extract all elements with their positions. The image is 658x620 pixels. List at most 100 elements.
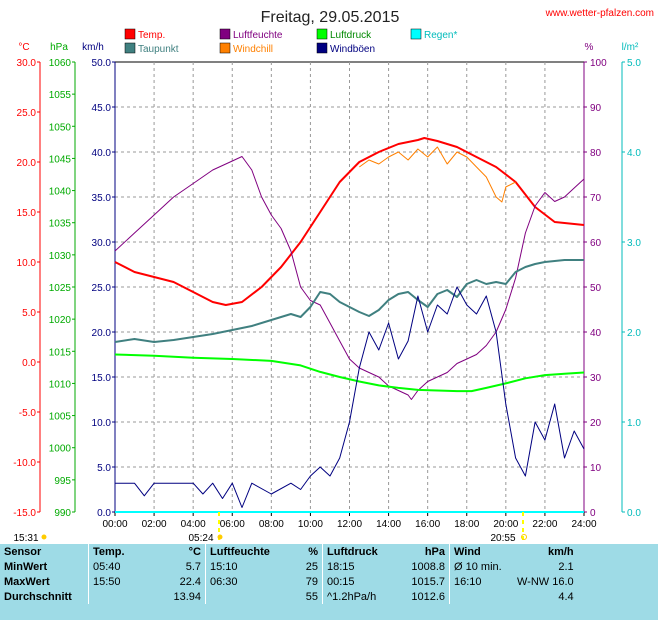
- statistics-panel: Sensor Temp. °C Luftfeuchte % Luftdruck …: [0, 544, 658, 620]
- legend-swatch: [410, 28, 422, 40]
- humidity-unit: %: [585, 42, 594, 53]
- temp-tick-label: 25.0: [17, 108, 37, 119]
- legend-swatch: [316, 42, 328, 54]
- source-link[interactable]: www.wetter-pfalzen.com: [545, 8, 654, 19]
- sunrise-label: 05:24: [188, 533, 213, 544]
- table-header-row: Sensor Temp. °C Luftfeuchte % Luftdruck …: [0, 544, 578, 559]
- pressure-time: ^1.2hPa/h: [322, 589, 401, 604]
- x-tick-label: 24:00: [571, 519, 596, 530]
- rain-unit: l/m²: [622, 42, 639, 53]
- temp-time: 05:40: [88, 559, 167, 574]
- legend-label: Taupunkt: [138, 44, 179, 55]
- pressure-tick-label: 1060: [49, 58, 72, 69]
- header-temp: Temp.: [88, 544, 167, 559]
- wind-tick-label: 50.0: [92, 58, 112, 69]
- x-tick-label: 14:00: [376, 519, 401, 530]
- temp-tick-label: -15.0: [13, 508, 36, 519]
- temp-value: 5.7: [185, 560, 201, 573]
- wind-tick-label: 45.0: [92, 103, 112, 114]
- pressure-tick-label: 1000: [49, 444, 72, 455]
- weather-chart: Freitag, 29.05.2015 www.wetter-pfalzen.c…: [13, 8, 654, 544]
- legend-label: Luftdruck: [330, 30, 372, 41]
- pressure-tick-label: 1020: [49, 315, 72, 326]
- legend-label: Windchill: [233, 44, 273, 55]
- header-sensor: Sensor: [4, 545, 42, 558]
- wind-unit: km/h: [82, 42, 104, 53]
- pressure-value: 1012.6: [411, 590, 445, 603]
- x-tick-label: 16:00: [415, 519, 440, 530]
- humidity-value: 79: [305, 575, 318, 588]
- header-pressure-unit: hPa: [424, 545, 445, 558]
- legend-swatch: [124, 42, 136, 54]
- rain-tick-label: 3.0: [627, 238, 641, 249]
- header-pressure: Luftdruck: [322, 544, 401, 559]
- temp-tick-label: 5.0: [22, 308, 36, 319]
- rain-tick-label: 1.0: [627, 418, 641, 429]
- wind-value: 4.4: [558, 590, 574, 603]
- temp-tick-label: 20.0: [17, 158, 37, 169]
- legend-label: Windböen: [330, 44, 375, 55]
- pressure-unit: hPa: [50, 42, 68, 53]
- pressure-tick-label: 995: [54, 476, 71, 487]
- humidity-tick-label: 90: [590, 103, 602, 114]
- pressure-tick-label: 1050: [49, 122, 72, 133]
- humidity-value: 55: [305, 590, 318, 603]
- sunset-marker: 20:55: [490, 512, 527, 544]
- legend-swatch: [124, 28, 136, 40]
- wind-time: 16:10: [449, 574, 513, 589]
- moon-marker-icon: [41, 534, 47, 540]
- row-label: MaxWert: [4, 575, 50, 588]
- table-row: MinWert 05:40 5.7 15:10 25 18:15 1008.8 …: [0, 559, 578, 574]
- pressure-value: 1015.7: [411, 575, 445, 588]
- humidity-tick-label: 20: [590, 418, 602, 429]
- pressure-tick-label: 1005: [49, 412, 72, 423]
- humidity-tick-label: 40: [590, 328, 602, 339]
- pressure-tick-label: 1055: [49, 90, 72, 101]
- wind-tick-label: 30.0: [92, 238, 112, 249]
- temp-tick-label: -10.0: [13, 458, 36, 469]
- temp-time: [88, 589, 167, 604]
- humidity-tick-label: 60: [590, 238, 602, 249]
- wind-tick-label: 5.0: [97, 463, 111, 474]
- wind-tick-label: 0.0: [97, 508, 111, 519]
- pressure-time: 18:15: [322, 559, 401, 574]
- table-row: Durchschnitt 13.94 55 ^1.2hPa/h 1012.6 4…: [0, 589, 578, 604]
- wind-time: Ø 10 min.: [449, 559, 513, 574]
- legend-swatch: [219, 28, 231, 40]
- x-tick-label: 20:00: [493, 519, 518, 530]
- x-tick-label: 04:00: [181, 519, 206, 530]
- pressure-tick-label: 990: [54, 508, 71, 519]
- humidity-value: 25: [305, 560, 318, 573]
- humidity-time: [205, 589, 284, 604]
- wind-tick-label: 10.0: [92, 418, 112, 429]
- wind-value: W-NW 16.0: [517, 575, 574, 588]
- humidity-tick-label: 0: [590, 508, 596, 519]
- x-tick-label: 18:00: [454, 519, 479, 530]
- series-windb-en: [115, 286, 585, 508]
- series-windchill: [359, 146, 516, 203]
- pressure-tick-label: 1045: [49, 154, 72, 165]
- legend-label: Luftfeuchte: [233, 30, 283, 41]
- humidity-tick-label: 50: [590, 283, 602, 294]
- pressure-tick-label: 1010: [49, 379, 72, 390]
- humidity-time: 06:30: [205, 574, 284, 589]
- rain-tick-label: 2.0: [627, 328, 641, 339]
- humidity-tick-label: 80: [590, 148, 602, 159]
- wind-tick-label: 40.0: [92, 148, 112, 159]
- pressure-tick-label: 1030: [49, 251, 72, 262]
- moon-time-label: 15:31: [13, 533, 38, 544]
- series-luftfeuchte: [114, 156, 585, 400]
- temp-tick-label: 0.0: [22, 358, 36, 369]
- x-tick-label: 08:00: [259, 519, 284, 530]
- humidity-tick-label: 70: [590, 193, 602, 204]
- humidity-time: 15:10: [205, 559, 284, 574]
- x-tick-label: 06:00: [220, 519, 245, 530]
- temp-value: 13.94: [173, 590, 201, 603]
- wind-tick-label: 25.0: [92, 283, 112, 294]
- wind-tick-label: 35.0: [92, 193, 112, 204]
- x-tick-label: 22:00: [532, 519, 557, 530]
- humidity-tick-label: 30: [590, 373, 602, 384]
- humidity-tick-label: 100: [590, 58, 607, 69]
- chart-title: Freitag, 29.05.2015: [261, 9, 400, 26]
- pressure-tick-label: 1025: [49, 283, 72, 294]
